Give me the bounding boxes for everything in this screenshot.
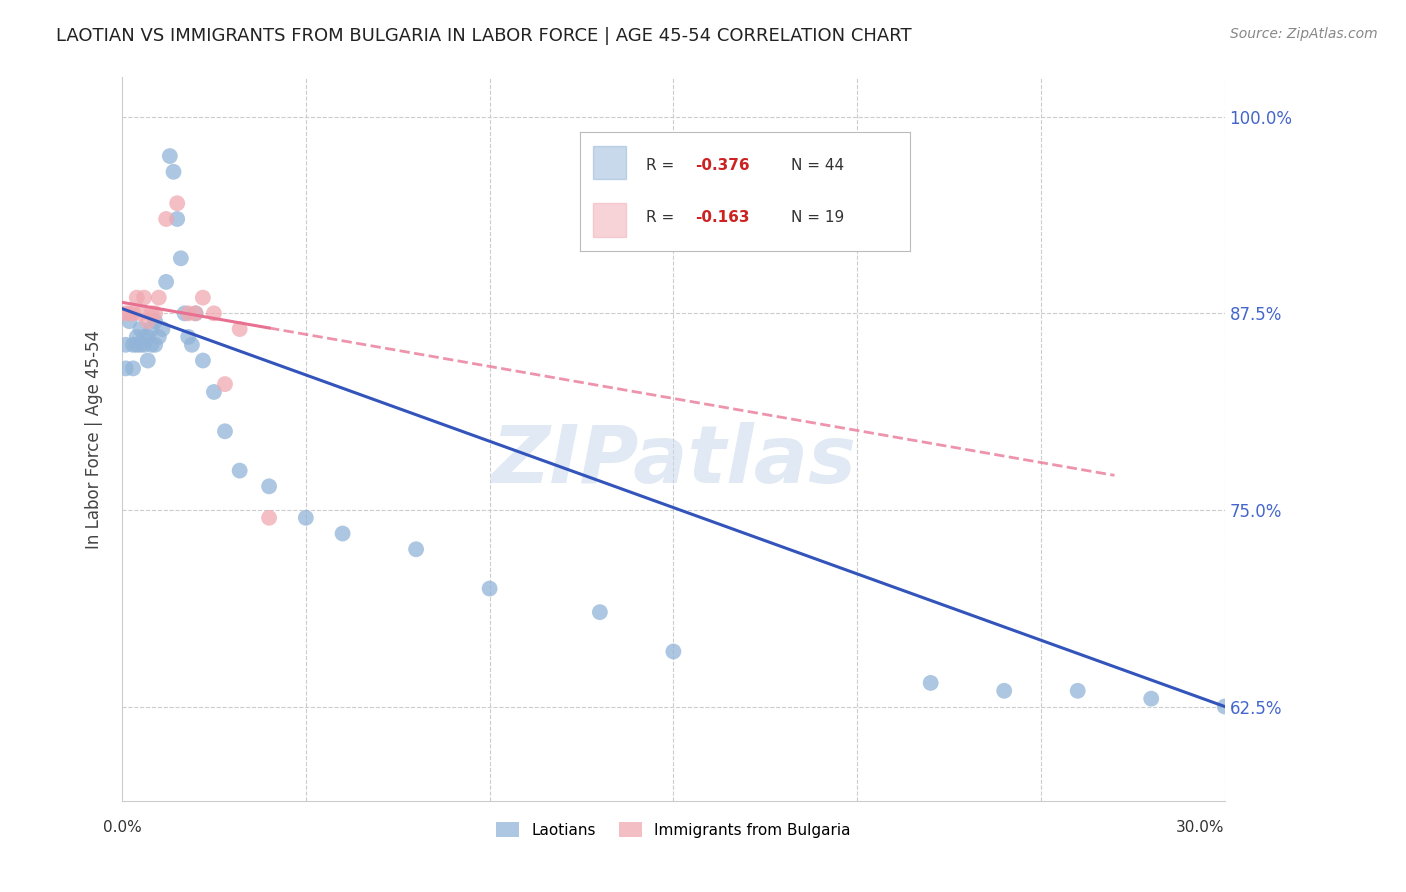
- Point: [180, 338, 202, 352]
- Point: [228, 322, 250, 336]
- Point: [159, 149, 181, 163]
- Y-axis label: In Labor Force | Age 45-54: In Labor Force | Age 45-54: [86, 330, 103, 549]
- Point: [125, 338, 148, 352]
- Point: [162, 165, 184, 179]
- Point: [129, 322, 152, 336]
- Point: [141, 306, 163, 320]
- Point: [257, 479, 280, 493]
- Point: [141, 322, 163, 336]
- Point: [114, 338, 136, 352]
- Point: [114, 361, 136, 376]
- Point: [184, 306, 207, 320]
- Text: Source: ZipAtlas.com: Source: ZipAtlas.com: [1230, 27, 1378, 41]
- Point: [129, 338, 152, 352]
- Point: [143, 338, 166, 352]
- Point: [141, 338, 163, 352]
- Point: [228, 464, 250, 478]
- Point: [405, 542, 427, 557]
- Point: [136, 330, 159, 344]
- Point: [122, 306, 145, 320]
- Text: 0.0%: 0.0%: [103, 820, 142, 835]
- Point: [177, 306, 200, 320]
- Point: [148, 330, 170, 344]
- Point: [202, 384, 225, 399]
- Point: [136, 353, 159, 368]
- Point: [1213, 699, 1236, 714]
- Point: [214, 377, 236, 392]
- Point: [125, 330, 148, 344]
- Point: [132, 291, 155, 305]
- Point: [257, 510, 280, 524]
- Text: LAOTIAN VS IMMIGRANTS FROM BULGARIA IN LABOR FORCE | AGE 45-54 CORRELATION CHART: LAOTIAN VS IMMIGRANTS FROM BULGARIA IN L…: [56, 27, 912, 45]
- Point: [295, 510, 318, 524]
- Point: [122, 338, 145, 352]
- Point: [118, 314, 141, 328]
- Point: [920, 676, 942, 690]
- Point: [332, 526, 354, 541]
- Legend: Laotians, Immigrants from Bulgaria: Laotians, Immigrants from Bulgaria: [491, 815, 856, 844]
- Point: [136, 314, 159, 328]
- Point: [170, 252, 193, 266]
- Text: ZIPatlas: ZIPatlas: [491, 422, 856, 500]
- Point: [184, 306, 207, 320]
- Point: [166, 196, 188, 211]
- Point: [152, 322, 174, 336]
- Point: [155, 275, 177, 289]
- Point: [129, 306, 152, 320]
- Point: [148, 291, 170, 305]
- Point: [191, 353, 214, 368]
- Point: [166, 211, 188, 226]
- Point: [143, 314, 166, 328]
- Point: [478, 582, 501, 596]
- Point: [202, 306, 225, 320]
- Point: [122, 361, 145, 376]
- Point: [589, 605, 612, 619]
- Point: [132, 338, 155, 352]
- Point: [114, 306, 136, 320]
- Point: [173, 306, 195, 320]
- Text: 30.0%: 30.0%: [1177, 820, 1225, 835]
- Point: [132, 330, 155, 344]
- Point: [993, 683, 1015, 698]
- Point: [155, 211, 177, 226]
- Point: [191, 291, 214, 305]
- Point: [214, 425, 236, 439]
- Point: [1066, 683, 1088, 698]
- Point: [118, 306, 141, 320]
- Point: [1140, 691, 1163, 706]
- Point: [177, 330, 200, 344]
- Point: [143, 306, 166, 320]
- Point: [662, 644, 685, 658]
- Point: [125, 291, 148, 305]
